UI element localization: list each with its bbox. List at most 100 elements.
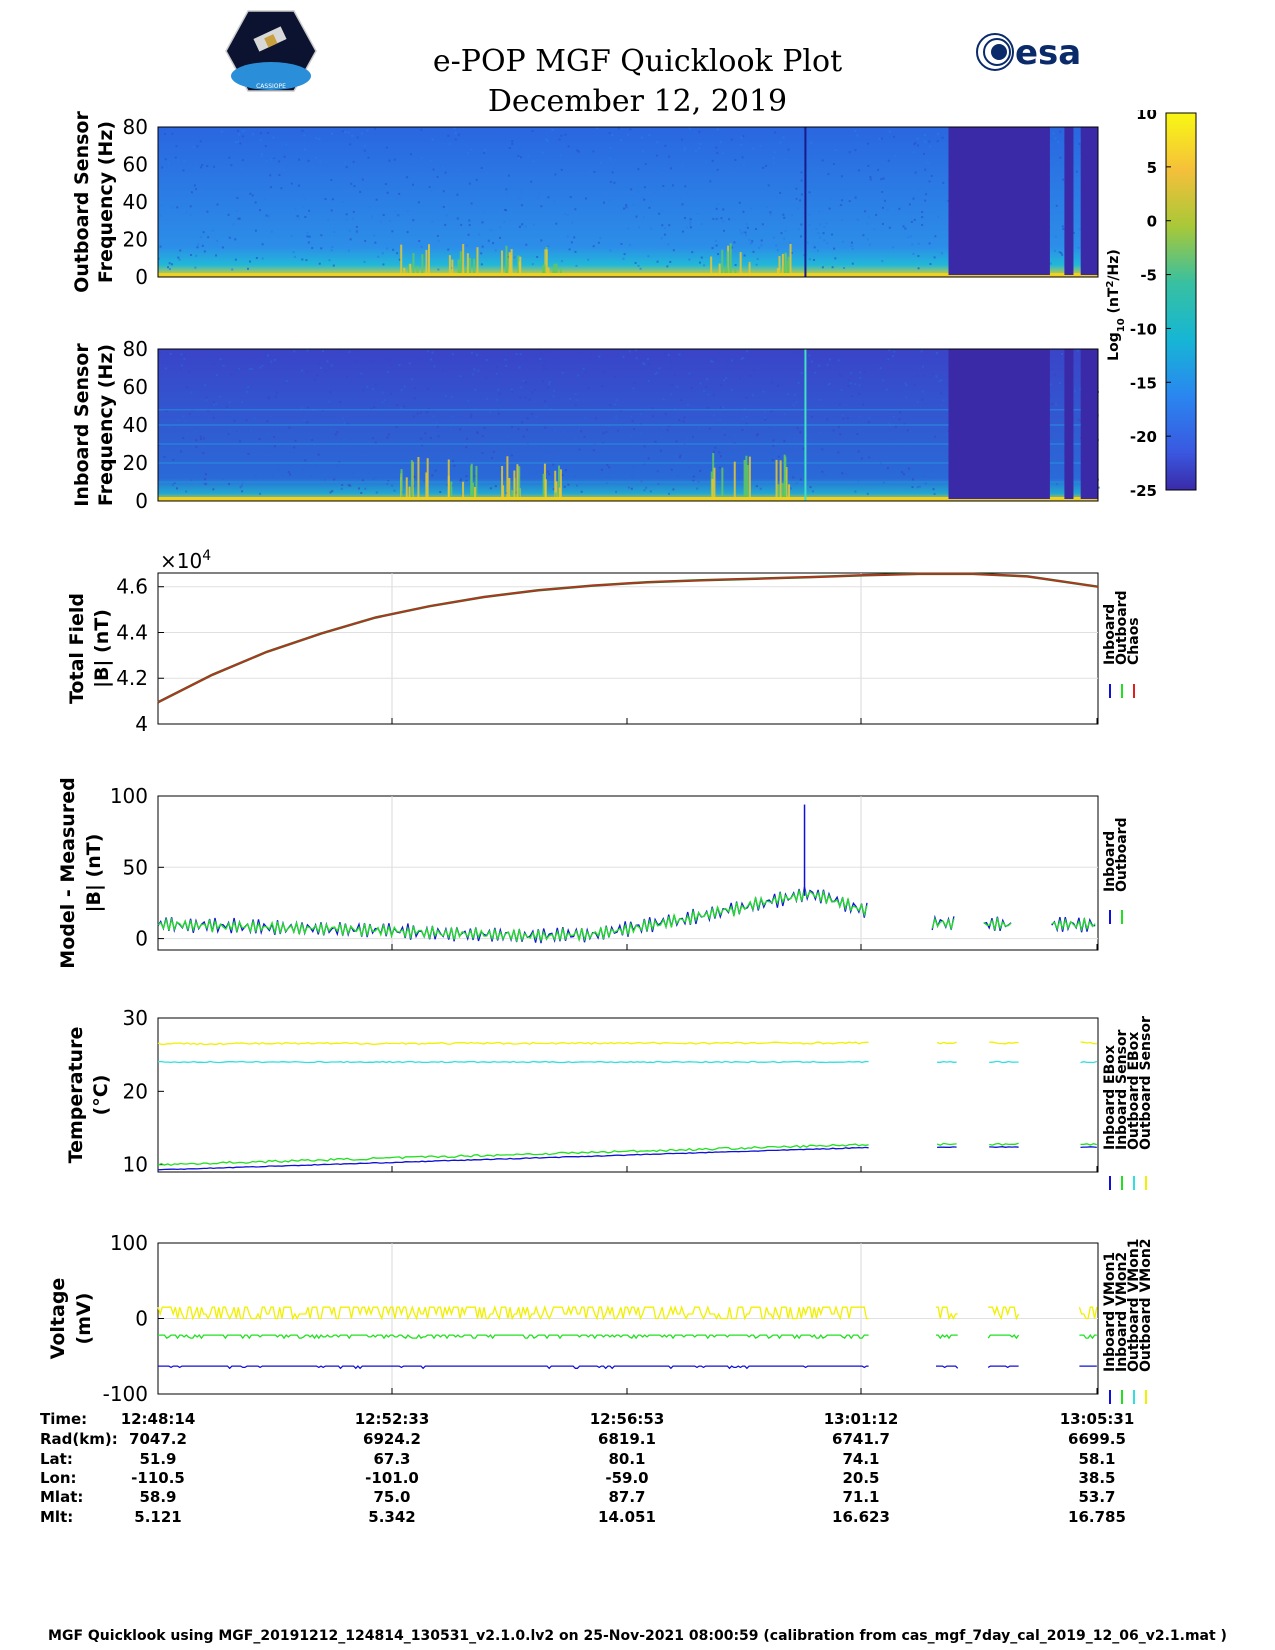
outboard-spectrogram-ylabel: Outboard Sensor	[71, 111, 93, 293]
inboard-spectrogram-speckle	[832, 429, 835, 432]
outboard-spectrogram-speckle	[282, 168, 285, 171]
outboard-spectrogram-speckle	[320, 185, 323, 188]
outboard-spectrogram-speckle	[664, 144, 667, 147]
outboard-spectrogram-speckle	[351, 217, 354, 220]
inboard-spectrogram-speckle	[432, 415, 435, 418]
outboard-spectrogram-speckle	[361, 178, 364, 181]
inboard-spectrogram-burst	[542, 473, 545, 499]
outboard-spectrogram-speckle	[802, 254, 805, 257]
inboard-spectrogram-speckle	[395, 425, 398, 428]
outboard-spectrogram-speckle	[1054, 137, 1057, 140]
colorbar-label: Log10 (nT2/Hz)	[1105, 249, 1127, 361]
inboard-spectrogram-speckle	[1060, 352, 1063, 355]
inboard-spectrogram-speckle	[377, 449, 380, 452]
inboard-spectrogram-speckle	[886, 448, 889, 451]
inboard-spectrogram-speckle	[416, 412, 419, 415]
inboard-spectrogram-speckle	[495, 372, 498, 375]
inboard-spectrogram-speckle	[177, 419, 180, 422]
outboard-spectrogram-speckle	[1073, 192, 1076, 195]
inboard-spectrogram-speckle	[214, 362, 217, 365]
inboard-spectrogram-speckle	[510, 454, 513, 457]
outboard-spectrogram-speckle	[1062, 228, 1065, 231]
inboard-spectrogram-burst	[783, 454, 786, 499]
inboard-spectrogram-speckle	[818, 398, 821, 401]
inboard-spectrogram-speckle	[576, 399, 579, 402]
inboard-spectrogram-burst	[783, 479, 786, 499]
ephemeris-value: 51.9	[139, 1450, 176, 1468]
inboard-spectrogram-speckle	[330, 428, 333, 431]
inboard-spectrogram-speckle	[821, 448, 824, 451]
inboard-spectrogram-speckle	[511, 445, 514, 448]
outboard-spectrogram-speckle	[887, 159, 890, 162]
inboard-spectrogram-speckle	[632, 428, 635, 431]
outboard-spectrogram-speckle	[808, 213, 811, 216]
inboard-spectrogram-speckle	[227, 432, 230, 435]
ephemeris-value: 38.5	[1078, 1469, 1115, 1487]
total-field-legend-label: Chaos	[1126, 617, 1142, 665]
outboard-spectrogram-speckle	[190, 253, 193, 256]
outboard-spectrogram-speckle	[573, 236, 576, 239]
inboard-spectrogram-speckle	[544, 405, 547, 408]
inboard-spectrogram-speckle	[631, 419, 634, 422]
inboard-spectrogram-speckle	[344, 439, 347, 442]
outboard-spectrogram-speckle	[773, 161, 776, 164]
inboard-spectrogram-speckle	[649, 490, 652, 493]
outboard-spectrogram-speckle	[597, 241, 600, 244]
inboard-spectrogram-speckle	[770, 453, 773, 456]
outboard-spectrogram-speckle	[592, 150, 595, 153]
outboard-spectrogram-burst	[781, 253, 784, 275]
outboard-spectrogram-speckle	[290, 182, 293, 185]
inboard-spectrogram-speckle	[547, 386, 550, 389]
inboard-spectrogram-speckle	[1059, 382, 1062, 385]
inboard-spectrogram-speckle	[771, 459, 774, 462]
inboard-spectrogram-speckle	[413, 475, 416, 478]
ephemeris-value: 7047.2	[129, 1430, 187, 1448]
total-field-exponent: 4	[202, 548, 211, 564]
inboard-spectrogram-speckle	[772, 444, 775, 447]
outboard-spectrogram-burst	[510, 249, 513, 275]
inboard-spectrogram-speckle	[741, 428, 744, 431]
inboard-spectrogram-speckle	[828, 382, 831, 385]
outboard-spectrogram-speckle	[508, 146, 511, 149]
inboard-spectrogram-speckle	[293, 350, 296, 353]
outboard-spectrogram-speckle	[576, 149, 579, 152]
outboard-spectrogram-speckle	[728, 218, 731, 221]
outboard-spectrogram-ytick-label: 80	[123, 115, 148, 139]
inboard-spectrogram-speckle	[643, 363, 646, 366]
inboard-spectrogram-burst	[408, 486, 411, 499]
inboard-spectrogram-speckle	[892, 415, 895, 418]
outboard-spectrogram-speckle	[584, 197, 587, 200]
inboard-spectrogram-speckle	[319, 367, 322, 370]
inboard-spectrogram-speckle	[657, 483, 660, 486]
outboard-spectrogram-speckle	[1052, 132, 1055, 135]
inboard-spectrogram-speckle	[913, 384, 916, 387]
outboard-spectrogram-speckle	[260, 155, 263, 158]
outboard-spectrogram-speckle	[315, 137, 318, 140]
ephemeris-value: 74.1	[842, 1450, 879, 1468]
outboard-spectrogram-speckle	[783, 216, 786, 219]
outboard-spectrogram-speckle	[666, 265, 669, 268]
outboard-spectrogram-speckle	[554, 173, 557, 176]
inboard-spectrogram-speckle	[808, 354, 811, 357]
inboard-spectrogram-speckle	[643, 445, 646, 448]
inboard-spectrogram-speckle	[500, 443, 503, 446]
inboard-spectrogram-speckle	[459, 478, 462, 481]
model-measured-ylabel: Model - Measured	[57, 777, 79, 968]
inboard-spectrogram-speckle	[309, 436, 312, 439]
inboard-spectrogram-speckle	[185, 386, 188, 389]
total-field-ytick-label: 4.6	[116, 575, 148, 599]
outboard-spectrogram-speckle	[190, 191, 193, 194]
inboard-spectrogram-speckle	[233, 419, 236, 422]
inboard-spectrogram-speckle	[825, 474, 828, 477]
outboard-spectrogram-lowfreq-band	[158, 273, 1098, 277]
outboard-spectrogram-speckle	[635, 215, 638, 218]
outboard-spectrogram-speckle	[799, 235, 802, 238]
inboard-spectrogram-speckle	[366, 385, 369, 388]
outboard-spectrogram-speckle	[266, 187, 269, 190]
outboard-spectrogram-speckle	[1075, 170, 1078, 173]
outboard-spectrogram-speckle	[275, 183, 278, 186]
outboard-spectrogram-speckle	[349, 238, 352, 241]
outboard-spectrogram-speckle	[517, 155, 520, 158]
outboard-spectrogram-speckle	[392, 248, 395, 251]
outboard-spectrogram-speckle	[715, 218, 718, 221]
